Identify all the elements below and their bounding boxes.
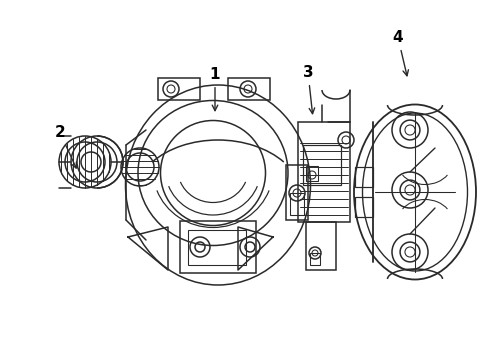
Text: 2: 2 [55,125,76,168]
Bar [180,221,256,273]
Bar [297,122,349,222]
Bar [289,193,304,215]
Bar [305,222,335,270]
Bar [354,197,372,217]
Bar [187,230,245,265]
Bar [285,165,307,220]
Text: 3: 3 [302,65,314,114]
Bar [305,166,317,181]
Text: 1: 1 [209,67,220,111]
Bar [227,78,269,100]
Bar [158,78,200,100]
Text: 4: 4 [392,30,407,76]
Bar [354,167,372,187]
Bar [303,145,340,185]
Bar [309,253,319,265]
